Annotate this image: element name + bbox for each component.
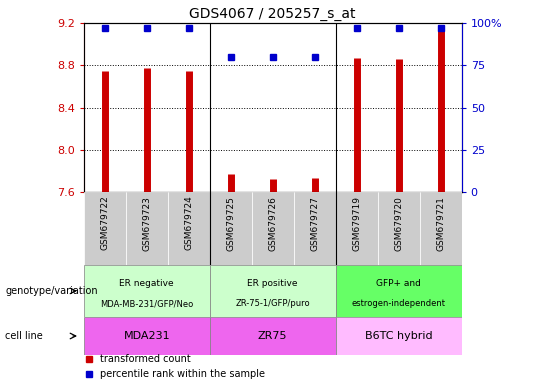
Bar — [336, 317, 462, 355]
Text: MDA231: MDA231 — [123, 331, 170, 341]
Text: ZR75: ZR75 — [258, 331, 287, 341]
Bar — [420, 192, 462, 265]
Text: GSM679720: GSM679720 — [394, 196, 403, 250]
Text: percentile rank within the sample: percentile rank within the sample — [100, 369, 265, 379]
Text: GSM679721: GSM679721 — [436, 196, 445, 250]
Bar — [84, 317, 210, 355]
Text: GSM679724: GSM679724 — [184, 196, 193, 250]
Text: GSM679719: GSM679719 — [352, 196, 361, 251]
Text: GSM679725: GSM679725 — [226, 196, 235, 250]
Bar — [84, 265, 210, 317]
Bar — [84, 192, 126, 265]
Bar — [252, 192, 294, 265]
Text: genotype/variation: genotype/variation — [5, 286, 98, 296]
Text: GSM679723: GSM679723 — [142, 196, 151, 250]
Text: ER negative: ER negative — [119, 279, 174, 288]
Text: GSM679722: GSM679722 — [100, 196, 109, 250]
Bar — [377, 192, 420, 265]
Text: cell line: cell line — [5, 331, 43, 341]
Bar — [294, 192, 336, 265]
Bar — [210, 192, 252, 265]
Text: B6TC hybrid: B6TC hybrid — [365, 331, 433, 341]
Text: transformed count: transformed count — [100, 354, 191, 364]
Text: ER positive: ER positive — [247, 279, 298, 288]
Text: GFP+ and: GFP+ and — [376, 279, 421, 288]
Text: GSM679727: GSM679727 — [310, 196, 319, 250]
Bar — [336, 265, 462, 317]
Bar — [210, 317, 336, 355]
Title: GDS4067 / 205257_s_at: GDS4067 / 205257_s_at — [190, 7, 356, 21]
Text: GSM679726: GSM679726 — [268, 196, 277, 250]
Bar — [126, 192, 168, 265]
Text: ZR-75-1/GFP/puro: ZR-75-1/GFP/puro — [235, 300, 310, 308]
Bar — [168, 192, 210, 265]
Bar — [210, 265, 336, 317]
Bar — [336, 192, 377, 265]
Text: estrogen-independent: estrogen-independent — [352, 300, 446, 308]
Text: MDA-MB-231/GFP/Neo: MDA-MB-231/GFP/Neo — [100, 300, 193, 308]
